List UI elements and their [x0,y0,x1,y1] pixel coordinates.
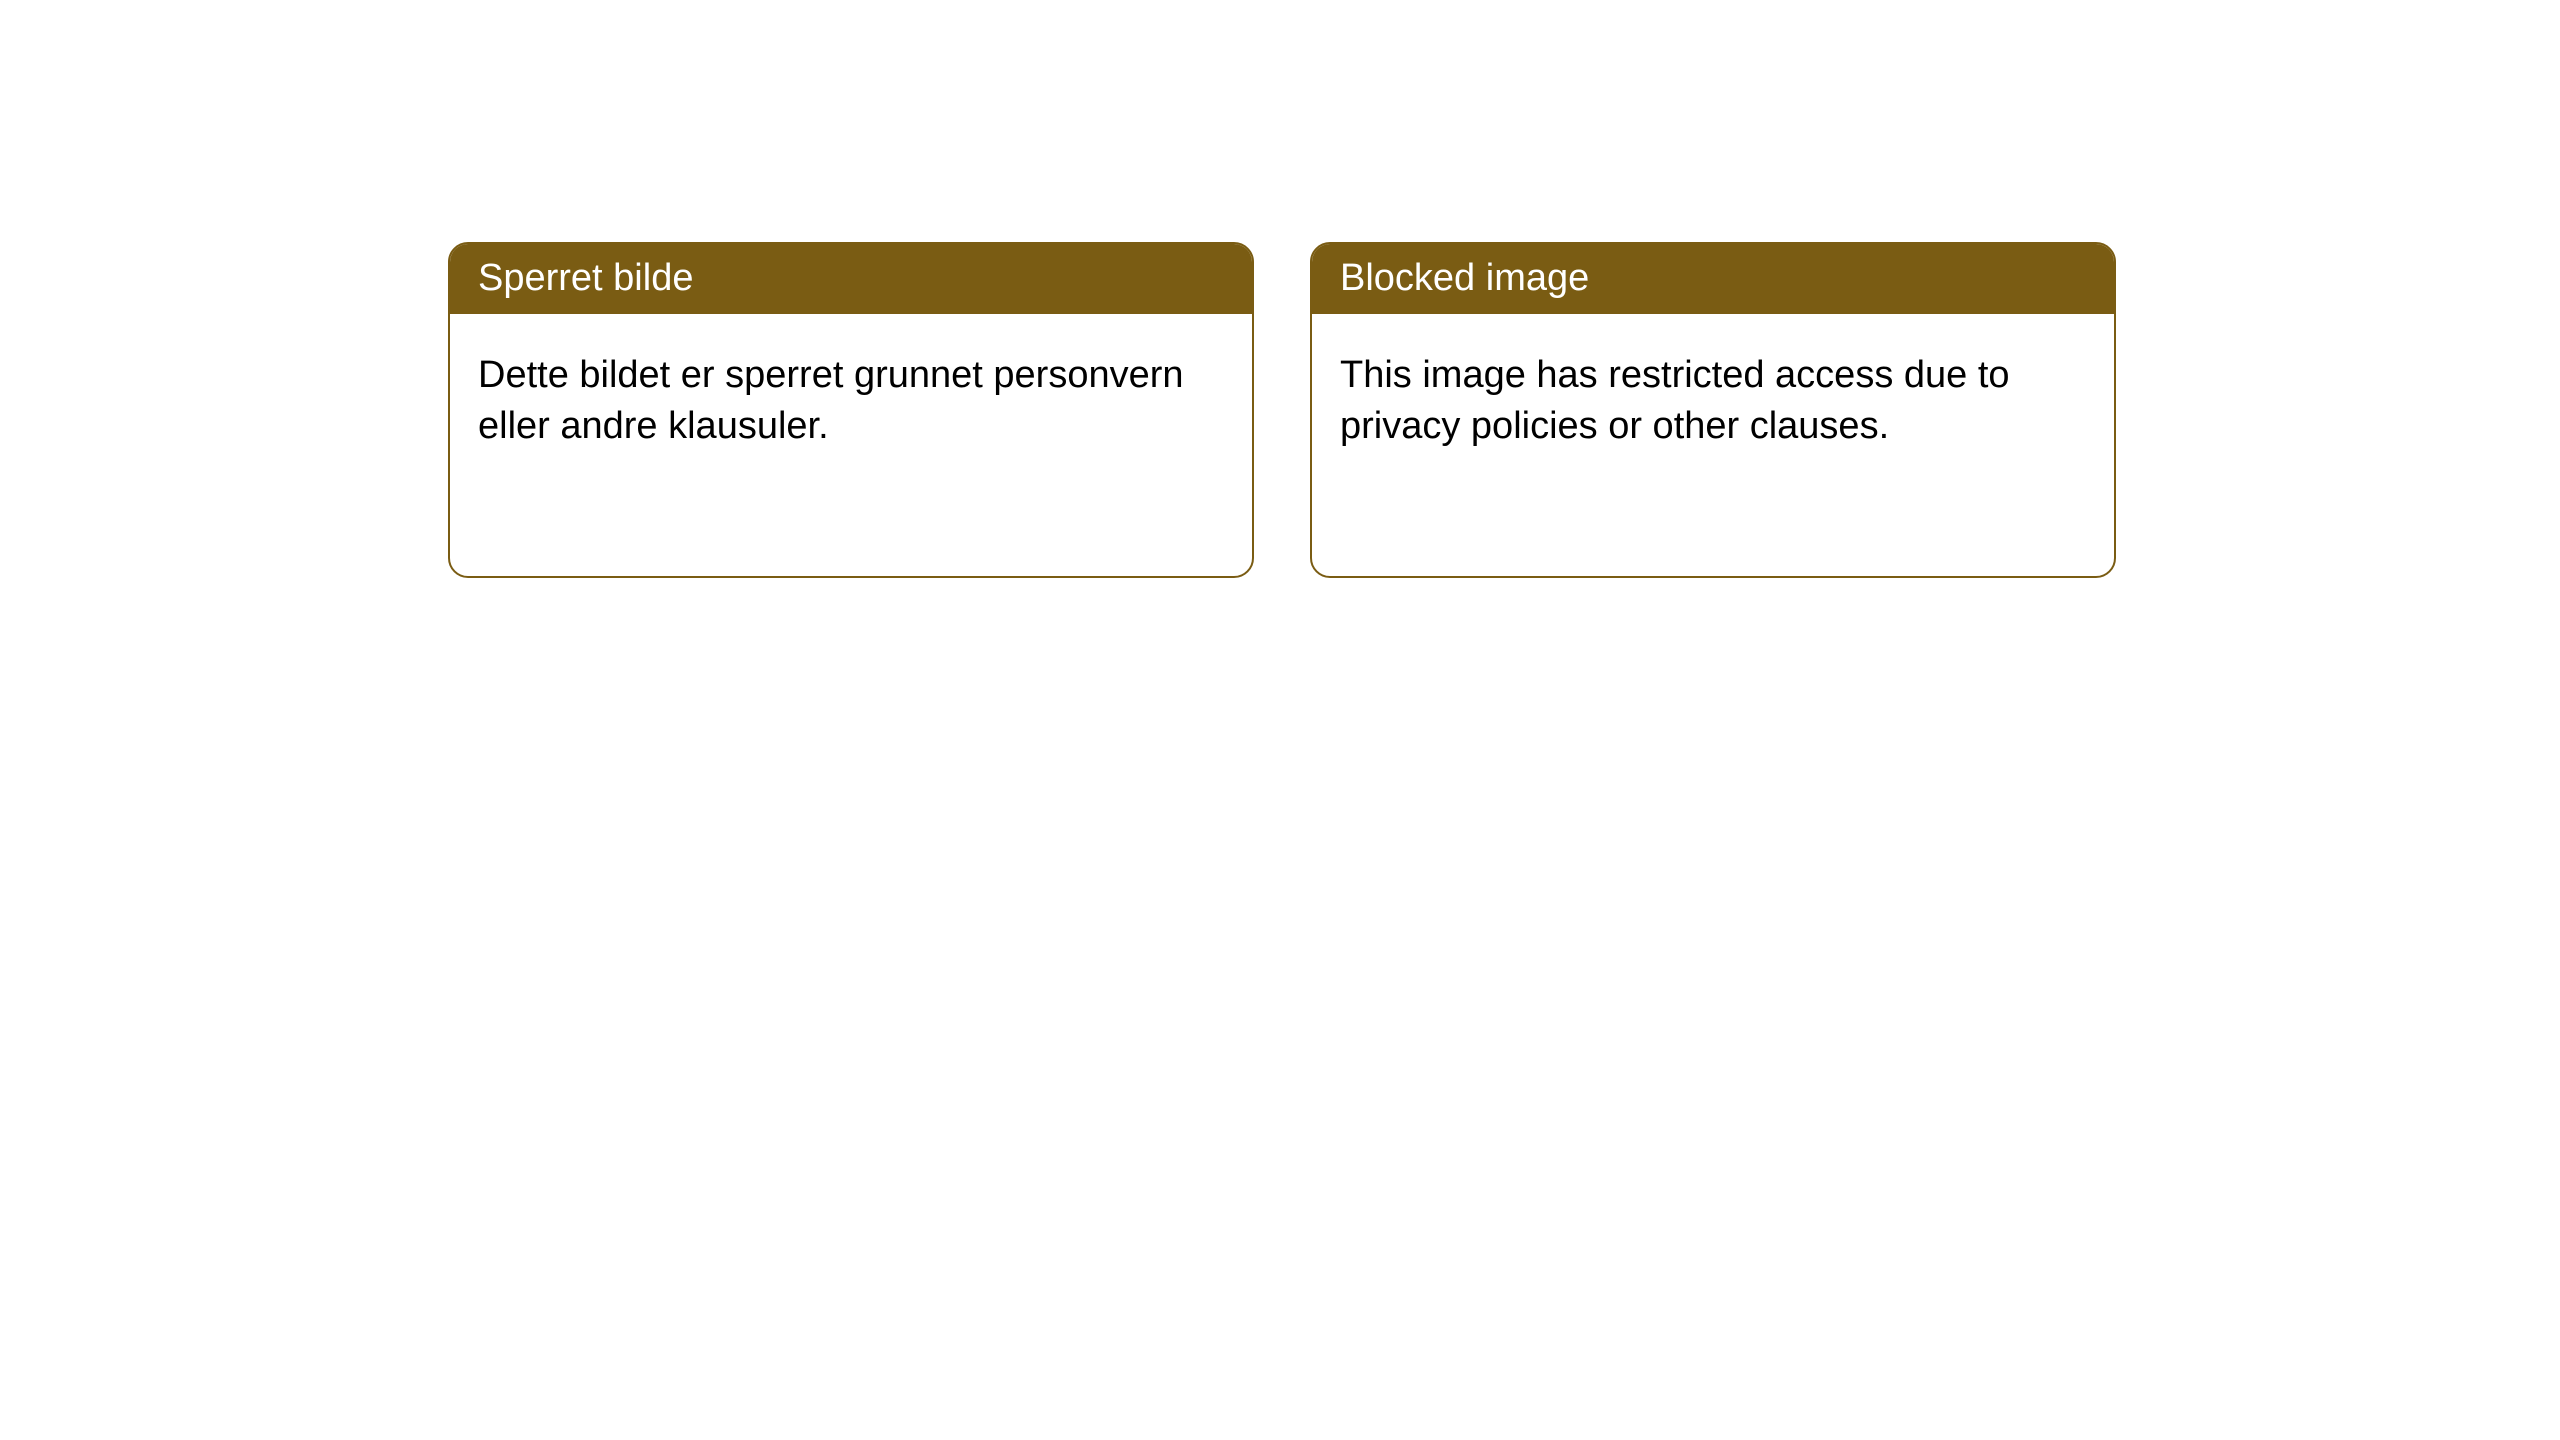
notice-card-english: Blocked image This image has restricted … [1310,242,2116,578]
notice-cards-container: Sperret bilde Dette bildet er sperret gr… [448,242,2116,578]
card-header: Sperret bilde [450,244,1252,314]
card-body-text: Dette bildet er sperret grunnet personve… [478,354,1184,447]
card-body: Dette bildet er sperret grunnet personve… [450,314,1252,489]
card-body-text: This image has restricted access due to … [1340,354,2010,447]
card-body: This image has restricted access due to … [1312,314,2114,489]
card-header-text: Sperret bilde [478,257,693,299]
card-header-text: Blocked image [1340,257,1589,299]
card-header: Blocked image [1312,244,2114,314]
notice-card-norwegian: Sperret bilde Dette bildet er sperret gr… [448,242,1254,578]
